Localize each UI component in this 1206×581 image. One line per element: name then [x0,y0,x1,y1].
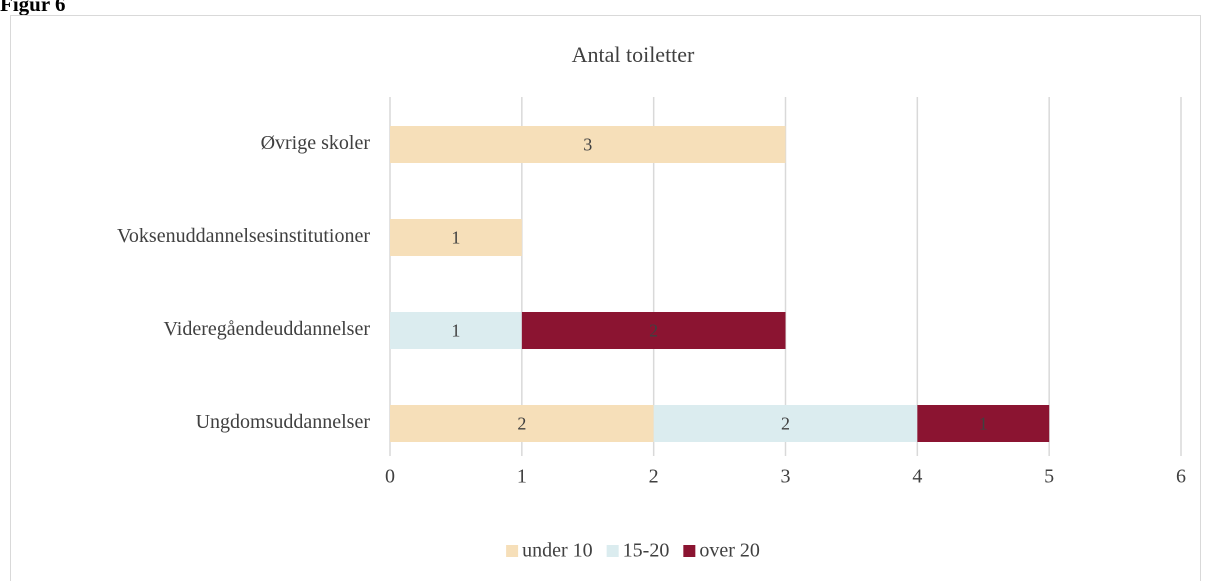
bar-segment [917,405,1050,442]
x-tick-label: 6 [1176,466,1186,488]
data-label: 2 [781,414,790,434]
chart-frame [10,15,1201,581]
legend-label: over 20 [699,540,760,562]
legend-label: under 10 [522,540,593,562]
bar-segment [390,312,522,349]
data-label: 1 [451,228,460,248]
y-tick-label: Videregåendeuddannelser [164,318,371,340]
data-label: 3 [583,135,592,155]
y-tick-label: Ungdomsuddannelser [196,411,371,433]
y-tick-label: Voksenuddannelsesinstitutioner [117,225,370,247]
legend-swatch [606,545,619,557]
legend-swatch [506,545,519,557]
data-label: 2 [517,414,526,434]
data-label: 1 [451,321,460,341]
legend-label: 15-20 [623,540,670,562]
x-tick-label: 2 [649,466,659,488]
figure-heading: Figur 6 [0,0,66,16]
chart-title: Antal toiletter [572,42,695,67]
bar-segment [390,219,522,256]
x-tick-label: 3 [781,466,791,488]
data-label: 2 [649,321,658,341]
bar-segment [521,312,786,349]
bar-segment [653,405,918,442]
y-tick-label: Øvrige skoler [261,132,371,154]
data-label: 1 [979,414,988,434]
x-tick-label: 0 [385,466,395,488]
legend-swatch [683,545,696,557]
bar-segment [390,405,654,442]
x-tick-label: 5 [1044,466,1054,488]
x-tick-label: 1 [517,466,527,488]
x-tick-label: 4 [912,466,922,488]
bar-segment [390,126,786,163]
